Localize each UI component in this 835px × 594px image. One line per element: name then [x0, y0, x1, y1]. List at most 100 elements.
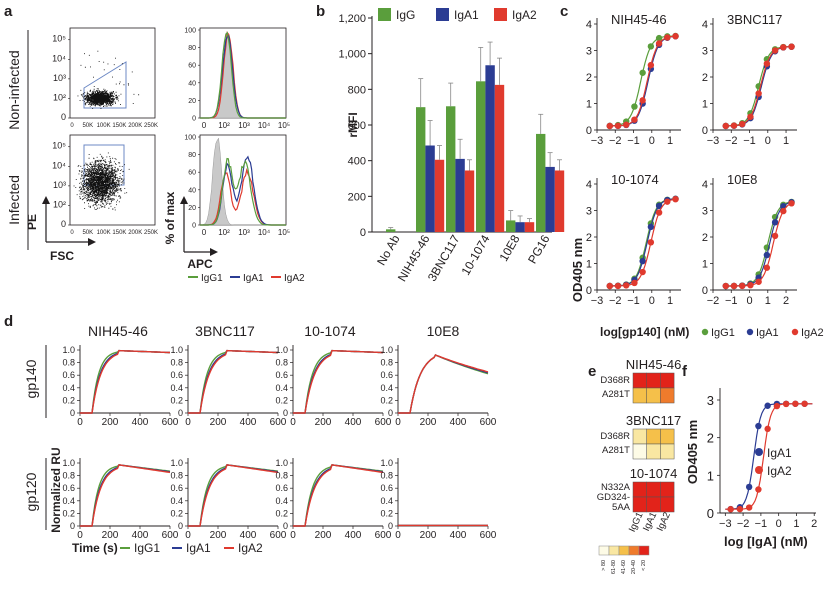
hist-y-tick: 60: [188, 63, 196, 70]
data-point-igg1: [631, 103, 638, 110]
scale-swatch: [598, 545, 610, 556]
heatmap-cell: [660, 372, 675, 389]
y-tick-label: 1,200: [338, 13, 366, 25]
arrow-head-icon: [88, 238, 96, 246]
bar-iga1-pg16: [545, 166, 555, 232]
y-tick-label: 0: [388, 521, 393, 531]
legend-marker-iga1: [755, 448, 763, 456]
data-point-iga2: [739, 120, 746, 128]
y-tick-label: 0: [283, 521, 288, 531]
y-tick-label: 0.8: [380, 358, 393, 368]
data-point-iga1: [639, 257, 646, 265]
x-tick-label: 200: [315, 530, 332, 541]
sensorgram-iga2: [188, 464, 279, 527]
hist-y-tick: 100: [184, 135, 196, 142]
column-title: 3BNC117: [195, 323, 255, 339]
hist-y-tick: 0: [192, 116, 196, 123]
scatter-y-tick: 10⁴: [52, 160, 66, 170]
data-point-iga2: [755, 486, 762, 493]
sensorgram-iga2: [293, 349, 383, 414]
y-tick-label: 0.2: [170, 508, 183, 518]
x-tick-label: −1: [725, 295, 738, 307]
data-point-iga2: [730, 122, 738, 129]
panel-label-c: c: [560, 3, 568, 20]
heatmap-cell: [646, 387, 661, 404]
y-tick-label: 0.2: [380, 508, 393, 518]
bar-iga2-10-1074: [494, 84, 505, 232]
y-tick-label: 1.0: [275, 345, 288, 355]
scatter-events: [73, 152, 130, 211]
histogram-igg1-line: [200, 157, 286, 226]
x-tick-label: 1: [783, 135, 789, 147]
category-label: 10E8: [496, 232, 522, 264]
scatter-events: [77, 50, 140, 109]
x-tick-label: 0: [77, 417, 83, 428]
data-point-iga2: [606, 122, 613, 130]
sensorgram-iga2: [80, 349, 170, 414]
data-point-iga2: [655, 209, 663, 216]
heatmap-cell: [646, 481, 661, 498]
scatter-infected: [69, 134, 156, 226]
x-tick-label: 400: [450, 530, 467, 541]
heatmap-cell: [660, 443, 675, 460]
category-label: 10-1074: [458, 232, 492, 277]
data-point-iga2: [672, 33, 679, 40]
x-tick-label: 600: [270, 530, 287, 541]
heatmap-cell: [660, 496, 675, 513]
x-tick-label: 0: [290, 530, 296, 541]
hist-x-tick: 10⁵: [278, 228, 290, 237]
x-tick-label: 0: [77, 530, 83, 541]
data-point-iga2: [639, 97, 646, 104]
y-tick-label: 0: [707, 506, 714, 521]
data-point-iga1: [647, 223, 655, 231]
x-tick-label: 400: [450, 417, 467, 428]
histogram-iga2-line: [200, 31, 286, 119]
x-tick-label: 0: [185, 417, 191, 428]
hist-x-tick: 0: [202, 228, 207, 237]
hist-y-tick: 60: [188, 170, 196, 177]
x-tick-label: 0: [395, 417, 401, 428]
scatter-x-tick: 50K: [82, 123, 93, 129]
data-point-iga2: [672, 195, 679, 203]
heatmap-cell: [632, 387, 647, 404]
scatter-y-tick: 10²: [53, 92, 66, 102]
hist-x-tick: 10³: [238, 228, 250, 237]
y-tick-label: 0.8: [170, 471, 183, 481]
scatter-x-tick: 100K: [97, 123, 111, 129]
hist-y-tick: 0: [192, 223, 196, 230]
legend-label: IgA1: [767, 446, 792, 460]
y-tick-label: 400: [348, 156, 366, 168]
y-tick-label: 1: [702, 99, 708, 111]
heatmap-cell: [646, 428, 661, 445]
row-label-gp140: gp140: [23, 359, 39, 398]
y-tick-label: 600: [348, 120, 366, 132]
x-tick-label: 600: [375, 530, 392, 541]
bar-iga2-pg16: [554, 170, 565, 232]
x-tick-label: −1: [755, 518, 768, 530]
scatter-y-tick: 10³: [53, 73, 66, 83]
bar-iga2-3bnc117: [464, 170, 475, 232]
sensorgram-iga2: [398, 354, 489, 414]
y-tick-label: 0: [586, 285, 592, 297]
data-point-iga2: [623, 121, 630, 128]
heatmap-row-label: A281T: [602, 389, 630, 400]
x-tick-label: 2: [811, 518, 817, 530]
y-tick-label: 0.2: [275, 395, 288, 405]
data-point-iga2: [647, 61, 655, 69]
heatmap-group-title: 3BNC117: [626, 413, 681, 428]
y-tick-label: 0: [70, 521, 75, 531]
scale-swatch: [628, 545, 640, 556]
x-tick-label: 0: [649, 135, 655, 147]
x-tick-label: 400: [345, 530, 362, 541]
scatter-x-tick: 0: [70, 123, 74, 129]
x-axis-label: log[gp140] (nM): [600, 325, 689, 339]
legend-iga1: IgA1: [243, 273, 264, 284]
data-point-iga2: [801, 400, 808, 407]
scatter-noninfected: [69, 27, 156, 119]
x-tick-label: −3: [719, 518, 732, 530]
hist-x-tick: 0: [202, 121, 207, 130]
heatmap-row-label: D368R: [600, 375, 630, 386]
y-tick-label: 0.8: [275, 471, 288, 481]
heatmap-row-label: 5AA: [612, 502, 631, 513]
